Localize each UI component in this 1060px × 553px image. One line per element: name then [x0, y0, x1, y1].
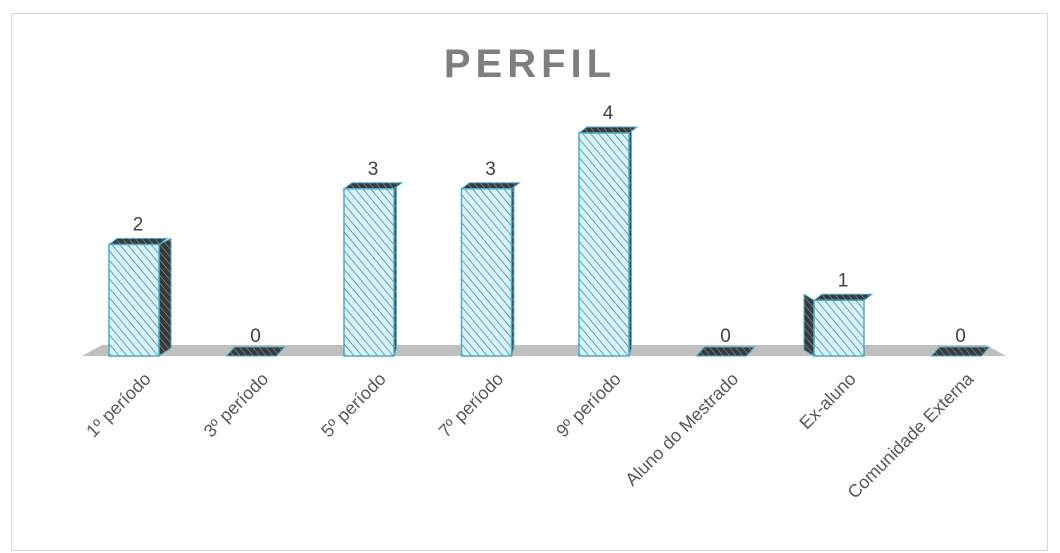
data-label-7: 1	[838, 270, 849, 291]
bar-top-3	[342, 182, 404, 190]
bar-1	[107, 237, 172, 357]
bar-8	[930, 346, 991, 357]
bar-top-4	[460, 182, 521, 190]
data-label-6: 0	[720, 326, 731, 347]
data-label-3: 3	[368, 159, 379, 180]
bar-top-1	[107, 238, 169, 245]
x-tick-label-1: 1º período	[82, 369, 155, 442]
chart-floor	[82, 345, 1006, 356]
bar-5	[577, 126, 639, 357]
bar-top-5	[577, 126, 639, 134]
bar-4	[460, 182, 521, 357]
bar-front-5	[578, 132, 630, 357]
data-label-8: 0	[955, 326, 966, 347]
data-label-1: 2	[133, 215, 144, 236]
bar-top-7	[812, 293, 874, 301]
bar-front-3	[343, 188, 395, 357]
x-tick-label-7: Ex-aluno	[795, 369, 859, 433]
data-label-5: 4	[603, 103, 614, 124]
data-label-2: 0	[250, 326, 261, 347]
chart-frame	[11, 13, 1048, 551]
x-tick-label-3: 5º período	[317, 369, 390, 442]
chart-title: PERFIL	[443, 42, 617, 86]
bar-2	[225, 346, 286, 357]
bar-side-1	[158, 237, 172, 357]
bar-6	[695, 346, 756, 357]
x-tick-label-2: 3º período	[200, 369, 273, 442]
bar-7	[803, 293, 874, 357]
x-tick-label-6: Aluno do Mestrado	[621, 369, 742, 490]
bar-flat-2	[225, 346, 286, 357]
data-label-4: 3	[485, 159, 496, 180]
x-tick-label-5: 9º período	[552, 369, 625, 442]
bar-side-7	[803, 293, 815, 357]
bar-flat-6	[695, 346, 756, 357]
bar-front-7	[813, 299, 865, 357]
bar-3	[342, 182, 404, 357]
bar-front-4	[460, 188, 513, 357]
x-tick-label-8: Comunidade Externa	[844, 368, 978, 502]
bar-flat-8	[930, 346, 991, 357]
x-tick-label-4: 7º período	[435, 369, 508, 442]
bar-front-1	[108, 243, 160, 357]
